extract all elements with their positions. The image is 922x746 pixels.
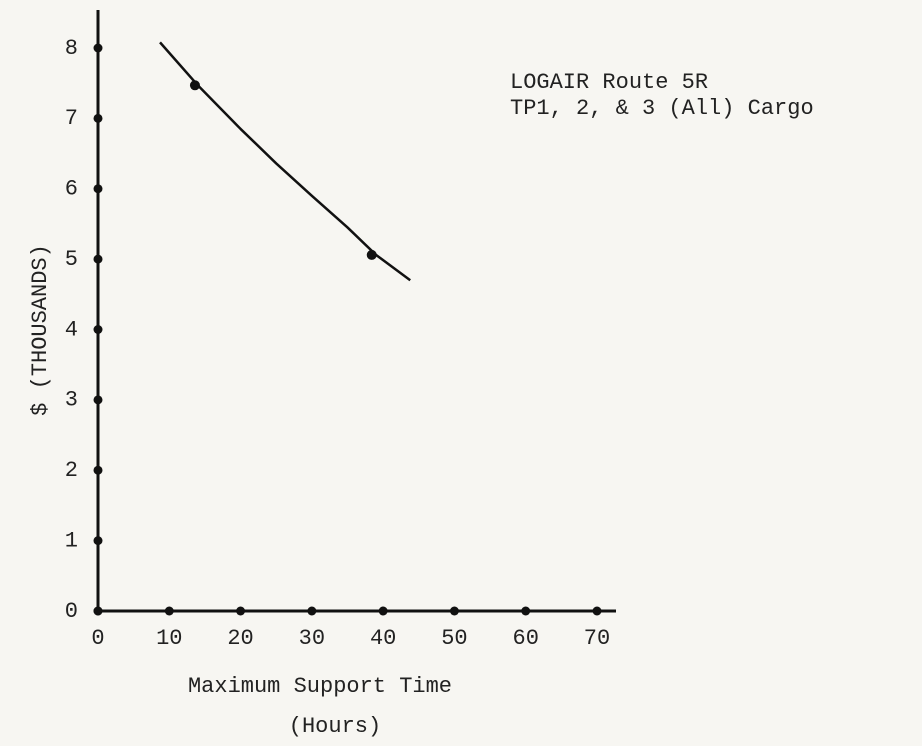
x-axis-label: Maximum Support Time (188, 674, 452, 699)
y-tick-mark (93, 43, 103, 53)
x-tick-mark (521, 606, 531, 616)
y-tick-label: 7 (65, 106, 78, 131)
x-tick-mark (449, 606, 459, 616)
annotation: LOGAIR Route 5R (510, 70, 708, 95)
y-tick-mark (93, 184, 103, 194)
x-tick-mark (93, 606, 103, 616)
y-tick-label: 6 (65, 177, 78, 202)
y-tick-label: 4 (65, 317, 78, 342)
y-tick-mark (93, 536, 103, 546)
x-tick-label: 40 (370, 626, 396, 651)
y-tick-label: 3 (65, 388, 78, 413)
y-axis-label: $ (THOUSANDS) (28, 244, 53, 416)
x-tick-label: 70 (584, 626, 610, 651)
y-tick-mark (93, 395, 103, 405)
y-tick-mark (93, 325, 103, 334)
y-tick-mark (93, 465, 103, 475)
y-tick-label: 1 (65, 528, 78, 553)
x-tick-label: 0 (91, 626, 104, 651)
y-tick-label: 2 (65, 458, 78, 483)
x-tick-label: 50 (441, 626, 467, 651)
annotation: TP1, 2, & 3 (All) Cargo (510, 96, 814, 121)
data-point (366, 249, 377, 260)
data-point (189, 80, 200, 91)
x-tick-mark (236, 606, 246, 616)
x-tick-mark (378, 606, 388, 616)
x-tick-label: 10 (156, 626, 182, 651)
x-tick-label: 60 (513, 626, 539, 651)
x-tick-label: 30 (299, 626, 325, 651)
y-tick-label: 8 (65, 36, 78, 61)
y-tick-mark (93, 254, 103, 264)
x-tick-mark (164, 606, 174, 616)
x-tick-mark (307, 606, 317, 616)
y-tick-label: 0 (65, 599, 78, 624)
y-tick-label: 5 (65, 247, 78, 272)
y-tick-mark (93, 113, 103, 123)
x-tick-mark (592, 606, 602, 616)
x-axis-unit: (Hours) (289, 714, 381, 739)
x-tick-label: 20 (227, 626, 253, 651)
